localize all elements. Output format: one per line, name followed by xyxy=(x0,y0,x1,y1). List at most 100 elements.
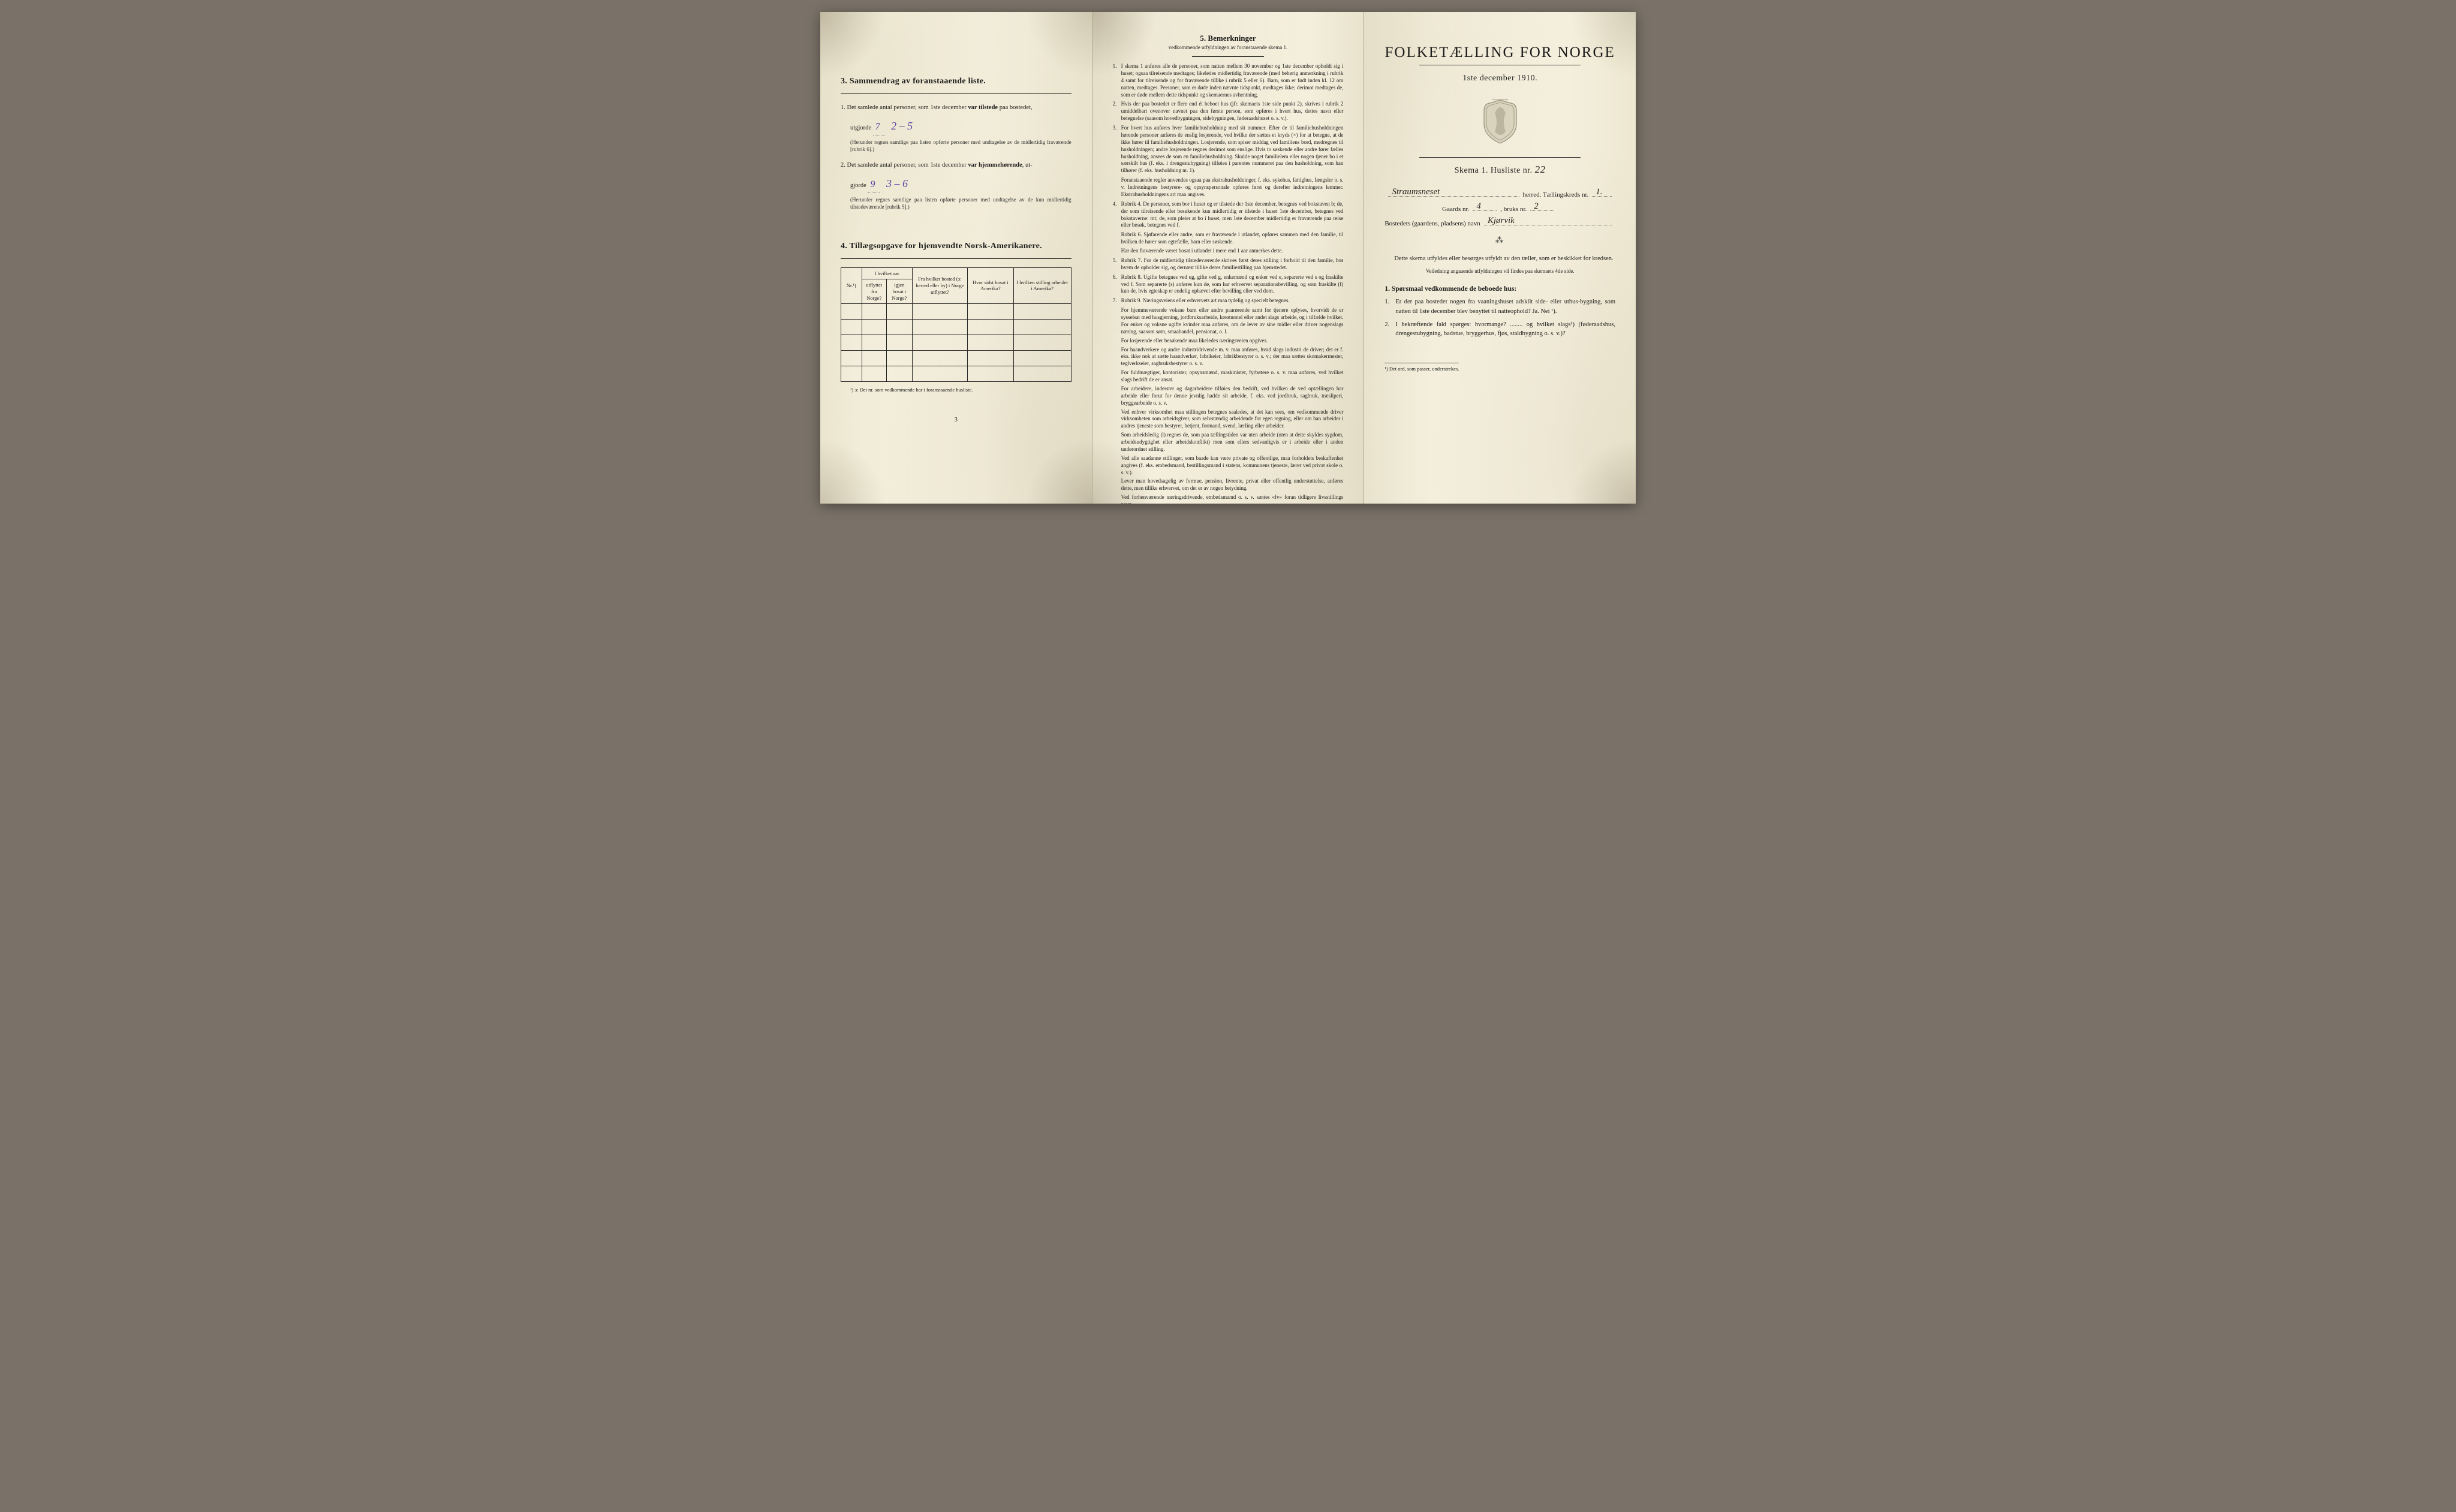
th-c3: Hvor sidst bosat i Amerika? xyxy=(967,267,1013,304)
instruction-para: Dette skema utfyldes eller besørges utfy… xyxy=(1384,254,1615,276)
q2-text: I bekræftende fald spørges: hvormange? .… xyxy=(1395,320,1615,339)
skema-label: Skema 1. Husliste nr. xyxy=(1455,166,1533,175)
q2-note: (Herunder regnes samtlige paa listen opf… xyxy=(850,196,1072,210)
bem-subtext: Har den fraværende været bosat i utlande… xyxy=(1121,248,1344,255)
gaard-line: Gaards nr. 4 , bruks nr. 2 xyxy=(1384,206,1615,213)
bem-item: 6.Rubrik 8. Ugifte betegnes ved ug, gift… xyxy=(1113,274,1344,296)
q2-number: 2. xyxy=(1384,320,1395,339)
bosted-name: Kjørvik xyxy=(1488,216,1515,226)
th-c1a: I hvilket aar xyxy=(862,267,912,279)
bem-subtext: Lever man hovedsagelig av formue, pensio… xyxy=(1121,478,1344,492)
bosted-line: Bostedets (gaardens, pladsens) navn Kjør… xyxy=(1384,220,1615,227)
table-row xyxy=(841,351,1072,366)
q1-hand-a: 7 xyxy=(875,122,880,132)
bem-text: Rubrik 9. Næringsveiens eller erhvervets… xyxy=(1121,297,1344,305)
section-5-subtitle: vedkommende utfyldningen av foranstaaend… xyxy=(1113,44,1344,50)
bem-subtext: Ved alle saadanne stillinger, som baade … xyxy=(1121,455,1344,477)
footnote: ¹) Det ord, som passer, understrekes. xyxy=(1384,363,1459,372)
bem-subtext: For losjerende eller besøkende maa likel… xyxy=(1121,338,1344,345)
rule-mid xyxy=(1192,56,1264,57)
bem-item: 4.Rubrik 4. De personer, som bor i huset… xyxy=(1113,201,1344,230)
rule-2 xyxy=(841,258,1072,259)
bem-subtext: For haandverkere og andre industridriven… xyxy=(1121,347,1344,368)
question-1: 1. Er der paa bostedet nogen fra vaaning… xyxy=(1384,297,1615,317)
bem-subtext: Som arbeidsledig (l) regnes de, som paa … xyxy=(1121,432,1344,453)
bem-subtext: For arbeidere, inderster og dagarbeidere… xyxy=(1121,385,1344,407)
bem-subtext: For fuldmægtiger, kontorister, opsynsmæn… xyxy=(1121,369,1344,384)
q1-text-a: Det samlede antal personer, som 1ste dec… xyxy=(847,104,968,111)
bem-text: I skema 1 anføres alle de personer, som … xyxy=(1121,63,1344,98)
q1-text-c: paa bostedet, xyxy=(998,104,1032,111)
th-c2: Fra hvilket bosted (ɔ: herred eller by) … xyxy=(912,267,967,304)
bruks-label: , bruks nr. xyxy=(1500,206,1527,213)
bem-num: 2. xyxy=(1113,101,1121,122)
q2-gjorde: gjorde xyxy=(850,182,866,189)
question-2: 2. I bekræftende fald spørges: hvormange… xyxy=(1384,320,1615,339)
table-row xyxy=(841,320,1072,335)
bem-item: 3.For hvert hus anføres hver familiehush… xyxy=(1113,125,1344,174)
q1-num: 1. xyxy=(841,104,847,111)
th-nr: Nr.¹) xyxy=(841,267,862,304)
bem-subtext: For hjemmeværende voksne barn eller andr… xyxy=(1121,307,1344,336)
bem-num: 7. xyxy=(1113,297,1121,305)
q1-text: Er der paa bostedet nogen fra vaaningshu… xyxy=(1395,297,1615,317)
sporsmaal-title: 1. Spørsmaal vedkommende de beboede hus: xyxy=(1384,285,1615,293)
instruction-sub: Veiledning angaaende utfyldningen vil fi… xyxy=(1384,267,1615,276)
bosted-label: Bostedets (gaardens, pladsens) navn xyxy=(1384,220,1480,227)
bem-subtext: Ved forhenværende næringsdrivende, embed… xyxy=(1121,494,1344,504)
bem-num: 3. xyxy=(1113,125,1121,174)
section-4-title: 4. Tillægsopgave for hjemvendte Norsk-Am… xyxy=(841,242,1072,251)
gaards-label: Gaards nr. xyxy=(1442,206,1469,213)
table-row xyxy=(841,335,1072,351)
table-footnote: ¹) ɔ: Det nr. som vedkommende har i fora… xyxy=(850,387,1072,393)
section-3-body: 1. Det samlede antal personer, som 1ste … xyxy=(841,103,1072,211)
bem-item: 5.Rubrik 7. For de midlertidig tilstedev… xyxy=(1113,257,1344,272)
q1-text-b: var tilstede xyxy=(968,104,998,111)
q2-text-b: var hjemmehørende xyxy=(968,162,1022,168)
page-cover: FOLKETÆLLING FOR NORGE 1ste december 191… xyxy=(1364,12,1636,504)
bem-item: 1.I skema 1 anføres alle de personer, so… xyxy=(1113,63,1344,98)
bem-subtext: Ved enhver virksomhet maa stillingen bet… xyxy=(1121,409,1344,430)
table-row xyxy=(841,304,1072,320)
herred-name: Straumsneset xyxy=(1392,187,1440,197)
q2-text-c: , ut- xyxy=(1022,162,1033,168)
census-date: 1ste december 1910. xyxy=(1384,74,1615,83)
amerikanere-table: Nr.¹) I hvilket aar Fra hvilket bosted (… xyxy=(841,267,1072,382)
bem-item: 7.Rubrik 9. Næringsveiens eller erhverve… xyxy=(1113,297,1344,305)
q1-number: 1. xyxy=(1384,297,1395,317)
bem-subtext: Foranstaaende regler anvendes ogsaa paa … xyxy=(1121,177,1344,198)
bem-num: 5. xyxy=(1113,257,1121,272)
page-number-3: 3 xyxy=(841,417,1072,423)
section-3-title: 3. Sammendrag av foranstaaende liste. xyxy=(841,77,1072,86)
skema-line: Skema 1. Husliste nr. 22 xyxy=(1384,164,1615,176)
coat-of-arms-icon xyxy=(1384,99,1615,146)
ornament-icon: ⁂ xyxy=(1384,236,1615,246)
bem-num: 6. xyxy=(1113,274,1121,296)
bem-subtext: Rubrik 6. Sjøfarende eller andre, som er… xyxy=(1121,231,1344,246)
bem-item: 2.Hvis der paa bostedet er flere end ét … xyxy=(1113,101,1344,122)
q2-num: 2. xyxy=(841,162,847,168)
rule-r2 xyxy=(1419,157,1581,158)
bem-text: Hvis der paa bostedet er flere end ét be… xyxy=(1121,101,1344,122)
document-spread: 3. Sammendrag av foranstaaende liste. 1.… xyxy=(820,12,1636,504)
bem-num: 1. xyxy=(1113,63,1121,98)
th-c1c: igjen bosat i Norge? xyxy=(886,279,912,304)
gaards-nr: 4 xyxy=(1476,201,1481,212)
kreds-nr: 1. xyxy=(1596,187,1602,197)
bruks-nr: 2 xyxy=(1534,201,1539,212)
th-c1b: utflyttet fra Norge? xyxy=(862,279,886,304)
bemerkninger-list: 1.I skema 1 anføres alle de personer, so… xyxy=(1113,63,1344,504)
instruction-text: Dette skema utfyldes eller besørges utfy… xyxy=(1384,254,1615,264)
census-title: FOLKETÆLLING FOR NORGE xyxy=(1384,44,1615,61)
page-3: 3. Sammendrag av foranstaaende liste. 1.… xyxy=(820,12,1092,504)
bem-text: Rubrik 4. De personer, som bor i huset o… xyxy=(1121,201,1344,230)
bem-text: Rubrik 8. Ugifte betegnes ved ug, gifte … xyxy=(1121,274,1344,296)
bem-num: 4. xyxy=(1113,201,1121,230)
herred-line: Straumsneset herred. Tællingskreds nr. 1… xyxy=(1384,191,1615,198)
q1-hand-b: 2 – 5 xyxy=(891,120,913,132)
page-4: 5. Bemerkninger vedkommende utfyldningen… xyxy=(1092,12,1365,504)
bem-text: Rubrik 7. For de midlertidig tilstedevær… xyxy=(1121,257,1344,272)
table-row xyxy=(841,366,1072,382)
q2-text-a: Det samlede antal personer, som 1ste dec… xyxy=(847,162,968,168)
herred-suffix: herred. Tællingskreds nr. xyxy=(1523,191,1589,198)
